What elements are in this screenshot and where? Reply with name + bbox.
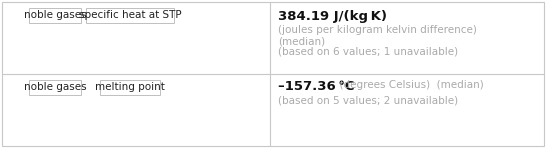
Text: melting point: melting point xyxy=(95,82,165,92)
Bar xyxy=(28,79,81,95)
Text: specific heat at STP: specific heat at STP xyxy=(79,10,181,20)
Bar xyxy=(86,8,174,22)
Text: noble gases: noble gases xyxy=(23,10,86,20)
Text: –157.36 °C: –157.36 °C xyxy=(278,80,355,93)
Text: (based on 6 values; 1 unavailable): (based on 6 values; 1 unavailable) xyxy=(278,47,459,57)
Bar xyxy=(28,8,81,22)
Text: noble gases: noble gases xyxy=(23,82,86,92)
Text: (degrees Celsius)  (median): (degrees Celsius) (median) xyxy=(334,80,484,90)
Bar xyxy=(100,79,161,95)
Text: (median): (median) xyxy=(278,36,325,46)
Text: 384.19 J/(kg K): 384.19 J/(kg K) xyxy=(278,10,387,23)
Text: (joules per kilogram kelvin difference): (joules per kilogram kelvin difference) xyxy=(278,25,477,35)
Text: (based on 5 values; 2 unavailable): (based on 5 values; 2 unavailable) xyxy=(278,95,459,105)
